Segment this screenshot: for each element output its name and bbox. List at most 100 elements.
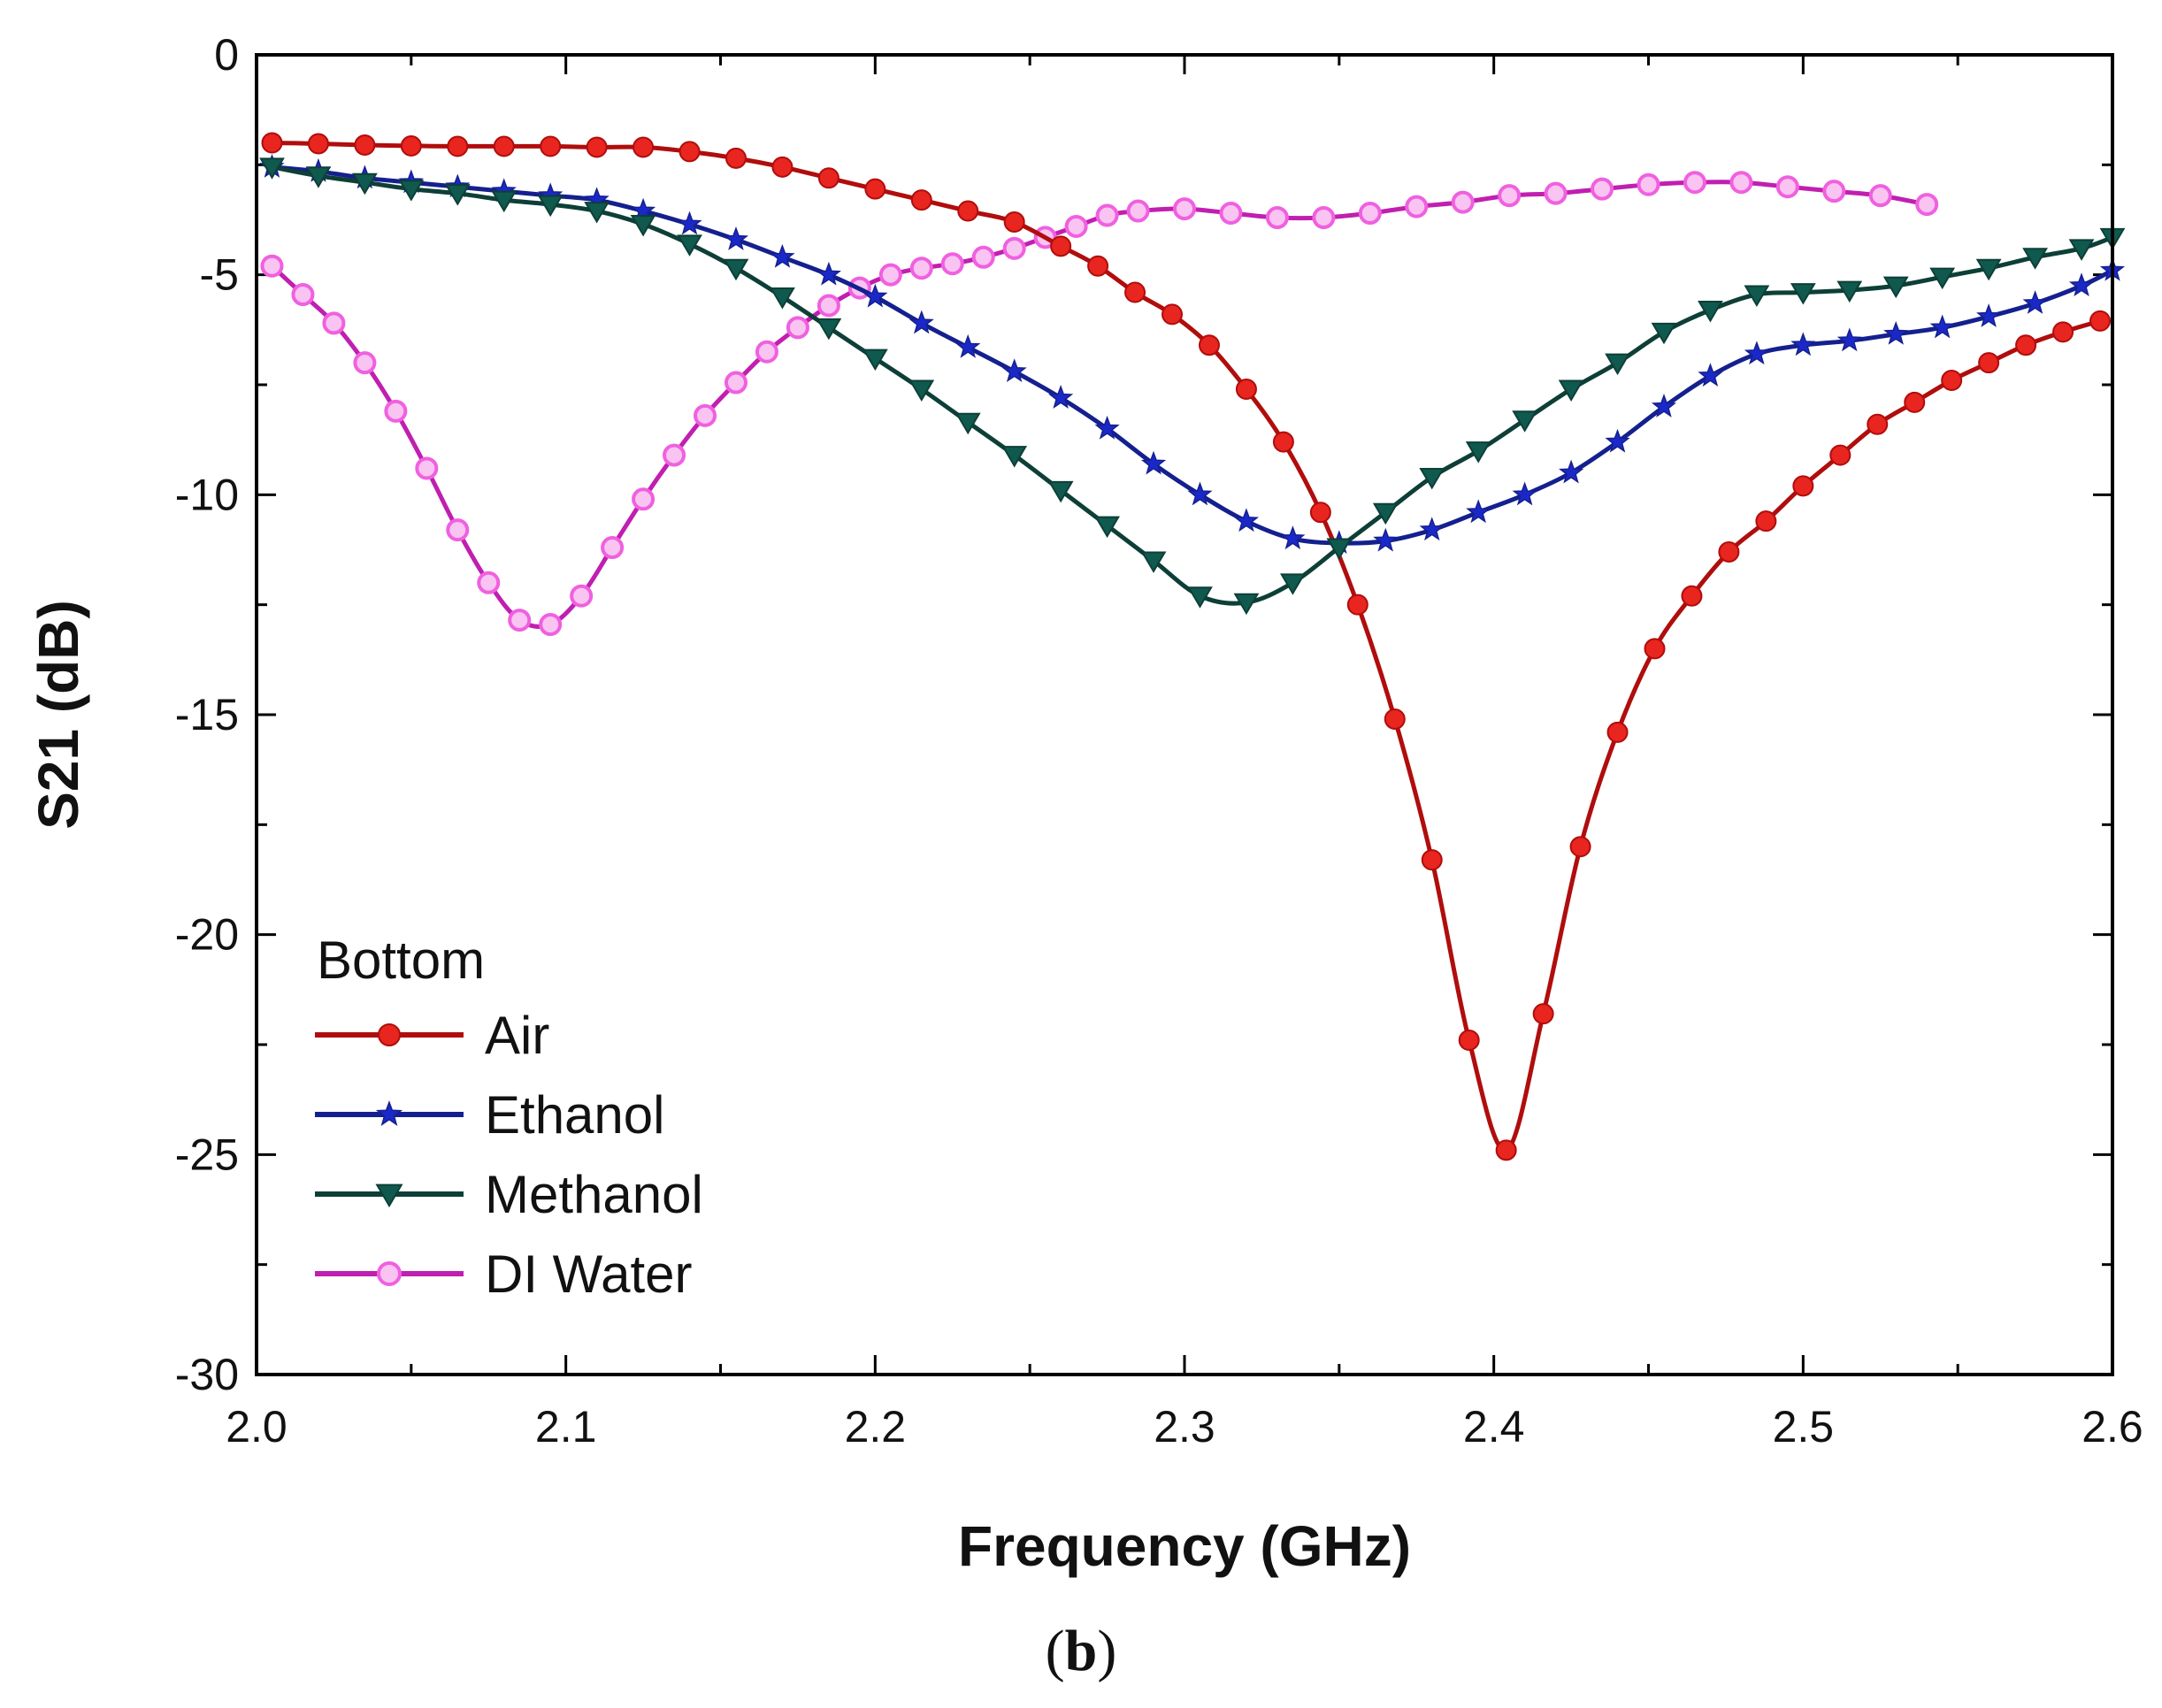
data-point-air <box>864 178 886 200</box>
data-point-di-water <box>1822 180 1846 203</box>
data-point-ethanol <box>1836 327 1862 352</box>
data-point-air <box>1198 334 1220 356</box>
series-methanol <box>259 157 2126 616</box>
data-point-air <box>957 200 979 222</box>
data-point-air <box>1829 444 1852 466</box>
x-tick-label: 2.0 <box>226 1402 288 1451</box>
data-point-air <box>1458 1030 1480 1052</box>
data-point-ethanol <box>1512 481 1537 506</box>
data-point-air <box>1644 638 1666 660</box>
data-point-ethanol <box>862 283 888 308</box>
data-point-air <box>1124 281 1146 303</box>
data-point-di-water <box>1591 177 1614 201</box>
data-point-methanol <box>1372 502 1399 525</box>
x-tick-label: 2.1 <box>535 1402 597 1451</box>
legend-item-air: Air <box>315 1006 549 1065</box>
data-point-ethanol <box>1140 450 1167 475</box>
data-point-air <box>540 135 562 157</box>
legend-marker-air <box>378 1023 401 1046</box>
data-point-di-water <box>570 584 594 608</box>
data-point-di-water <box>1126 199 1150 223</box>
data-point-di-water <box>1095 203 1119 227</box>
legend-item-di-water: DI Water <box>315 1245 692 1304</box>
data-point-di-water <box>909 257 933 280</box>
data-point-ethanol <box>1883 321 1909 345</box>
data-point-air <box>1792 475 1814 497</box>
data-point-ethanol <box>770 243 795 268</box>
data-point-methanol <box>1929 267 1956 290</box>
data-point-di-water <box>1637 172 1660 196</box>
data-point-di-water <box>1173 197 1196 221</box>
data-point-air <box>1495 1139 1517 1161</box>
data-point-di-water <box>291 283 315 307</box>
data-point-air <box>1606 721 1629 743</box>
data-point-ethanol <box>1976 303 2002 327</box>
data-point-di-water <box>724 371 748 394</box>
panel-label-letter: b <box>1065 1619 1098 1683</box>
y-tick-label: -5 <box>200 250 239 300</box>
tick-labels: 2.0 2.1 2.2 2.3 2.4 2.5 2.6 0 -5 -10 -15 -20 -25 -30 <box>175 30 2143 1451</box>
data-point-di-water <box>415 456 439 480</box>
data-point-air <box>447 135 469 157</box>
data-point-methanol <box>1698 300 1723 323</box>
data-point-methanol <box>862 348 888 371</box>
data-point-air <box>1941 370 1963 392</box>
data-point-methanol <box>723 258 749 281</box>
data-point-ethanol <box>1698 363 1723 387</box>
data-point-di-water <box>1064 214 1088 238</box>
data-point-di-water <box>1219 202 1243 226</box>
data-point-air <box>1235 378 1257 400</box>
data-point-ethanol <box>1048 385 1074 409</box>
data-point-air <box>307 133 329 155</box>
data-point-ethanol <box>1094 415 1120 440</box>
data-point-air <box>1162 303 1184 326</box>
data-point-ethanol <box>1001 358 1027 383</box>
data-point-air <box>2015 334 2037 356</box>
data-point-ethanol <box>1651 394 1677 417</box>
data-point-air <box>261 132 283 154</box>
x-tick-label: 2.5 <box>1773 1402 1835 1451</box>
data-point-ethanol <box>1744 341 1769 365</box>
data-point-air <box>1681 585 1703 607</box>
data-point-methanol <box>1326 538 1353 561</box>
data-point-methanol <box>1279 573 1306 595</box>
legend-marker-ethanol <box>375 1100 403 1126</box>
data-point-ethanol <box>1280 525 1306 550</box>
data-point-air <box>1346 594 1368 616</box>
data-point-di-water <box>446 518 470 542</box>
data-point-di-water <box>816 294 840 318</box>
data-point-methanol <box>1790 283 1816 305</box>
legend-item-methanol: Methanol <box>315 1165 703 1224</box>
legend-title: Bottom <box>317 931 485 990</box>
data-point-air <box>1384 708 1406 730</box>
data-point-air <box>678 141 701 163</box>
data-point-air <box>1718 540 1740 563</box>
data-point-air <box>724 147 747 169</box>
data-point-air <box>400 134 422 157</box>
data-point-di-water <box>971 245 995 269</box>
data-point-methanol <box>1001 446 1028 468</box>
data-point-methanol <box>1512 410 1538 433</box>
data-point-methanol <box>1465 441 1491 463</box>
data-point-di-water <box>1498 184 1522 208</box>
y-tick-label: -15 <box>175 690 239 739</box>
data-point-di-water <box>632 487 656 511</box>
legend-marker-methanol <box>375 1183 403 1208</box>
data-point-air <box>817 167 840 189</box>
series-di-water <box>260 171 1939 637</box>
data-point-di-water <box>477 571 501 594</box>
data-point-di-water <box>353 351 377 375</box>
data-point-di-water <box>1312 206 1336 230</box>
data-point-ethanol <box>2068 272 2095 297</box>
data-point-methanol <box>677 234 702 257</box>
data-point-methanol <box>444 184 471 206</box>
data-point-ethanol <box>1233 508 1260 532</box>
data-point-methanol <box>2022 248 2048 270</box>
y-tick-label: -20 <box>175 910 239 960</box>
data-point-air <box>1904 391 1926 413</box>
data-point-methanol <box>259 157 285 180</box>
data-point-ethanol <box>1559 459 1584 484</box>
data-point-di-water <box>539 613 563 637</box>
